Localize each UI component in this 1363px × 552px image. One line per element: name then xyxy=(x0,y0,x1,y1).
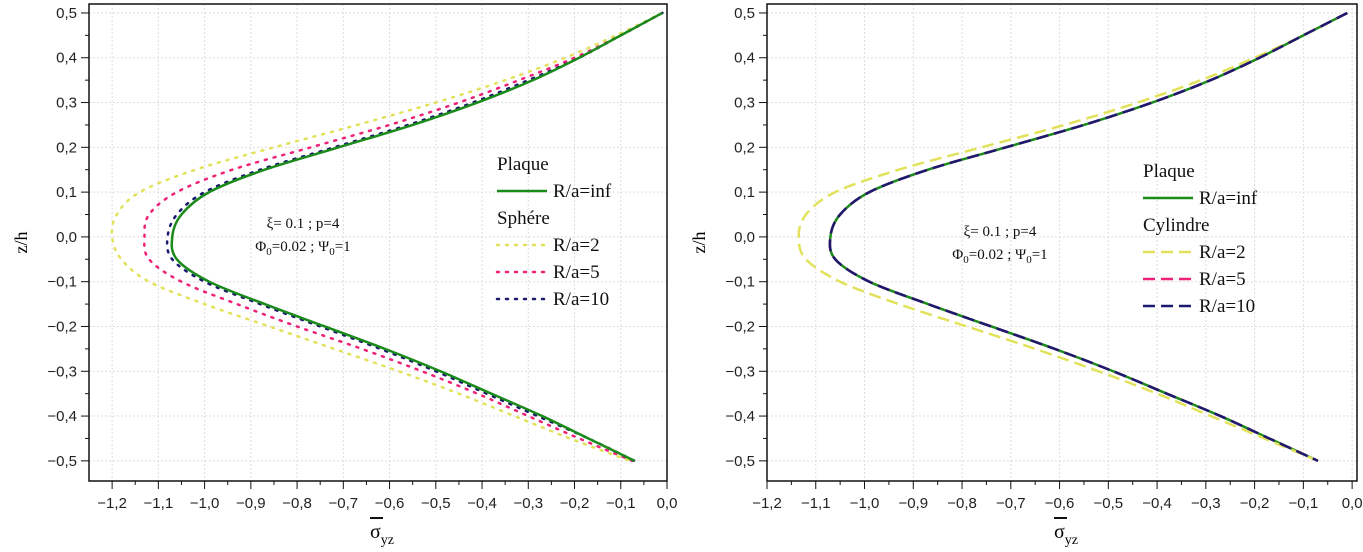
y-tick-label: −0,1 xyxy=(47,274,77,291)
legend-label: R/a=inf xyxy=(1199,188,1258,209)
y-tick-label: −0,4 xyxy=(725,408,755,425)
legend-label: R/a=10 xyxy=(553,289,609,310)
x-tick-label: −0,9 xyxy=(898,495,928,512)
y-tick-label: −0,2 xyxy=(47,318,77,335)
legend-label: R/a=5 xyxy=(1199,269,1246,290)
y-tick-label: −0,4 xyxy=(47,408,77,425)
series-line-r-a-2 xyxy=(797,11,1348,462)
y-tick-label: 0,1 xyxy=(734,184,755,201)
legend-label: R/a=5 xyxy=(553,262,600,283)
y-tick-label: 0,5 xyxy=(734,5,755,22)
x-tick-label: −1,2 xyxy=(752,495,782,512)
y-tick-label: −0,5 xyxy=(725,453,755,470)
legend-label: R/a=inf xyxy=(553,181,612,202)
x-tick-label: −0,8 xyxy=(947,495,977,512)
x-tick-label: −0,9 xyxy=(236,495,266,512)
annotation-line-1: ξ= 0.1 ; p=4 xyxy=(964,224,1037,240)
y-tick-label: −0,3 xyxy=(47,363,77,380)
y-axis-label: z/h xyxy=(689,232,709,254)
x-tick-label: −0,7 xyxy=(996,495,1026,512)
annotation-line-2: Φ0=0.02 ; Ψ0=1 xyxy=(255,239,350,258)
x-tick-label: −0,3 xyxy=(1191,495,1221,512)
x-tick-label: 0,0 xyxy=(1342,495,1363,512)
y-tick-label: 0,4 xyxy=(56,50,77,67)
legend-group-title: Sphére xyxy=(497,208,550,229)
x-tick-label: 0,0 xyxy=(657,495,678,512)
x-tick-label: −0,2 xyxy=(560,495,590,512)
legend-group-title: Plaque xyxy=(497,154,549,175)
series-line-r-a-10 xyxy=(165,11,664,463)
plot-frame xyxy=(88,3,668,482)
y-tick-label: −0,3 xyxy=(725,363,755,380)
y-tick-label: 0,3 xyxy=(734,95,755,112)
annotation-line-2: Φ0=0.02 ; Ψ0=1 xyxy=(952,247,1047,266)
x-axis-label-subscript: yz xyxy=(1065,533,1078,548)
x-tick-label: −1,1 xyxy=(801,495,831,512)
y-tick-label: −0,5 xyxy=(47,453,77,470)
series-line-r-a-inf xyxy=(828,11,1348,462)
x-tick-label: −0,3 xyxy=(513,495,543,512)
x-tick-label: −1,0 xyxy=(850,495,880,512)
annotation-line-1: ξ= 0.1 ; p=4 xyxy=(267,216,340,232)
x-tick-label: −0,4 xyxy=(1142,495,1172,512)
x-tick-label: −0,8 xyxy=(282,495,312,512)
plot-frame xyxy=(766,3,1358,482)
x-tick-label: −0,5 xyxy=(1094,495,1124,512)
x-tick-label: −0,4 xyxy=(467,495,497,512)
x-tick-label: −1,2 xyxy=(97,495,127,512)
x-tick-label: −0,6 xyxy=(375,495,405,512)
x-tick-label: −0,6 xyxy=(1045,495,1075,512)
y-tick-label: 0,1 xyxy=(56,184,77,201)
x-axis-label: σyz xyxy=(370,521,394,548)
y-tick-label: 0,5 xyxy=(56,5,77,22)
x-tick-label: −1,1 xyxy=(144,495,174,512)
chart-panel-left: −1,2 −1,1 −1,0 −0,9 −0,8 −0,7 −0,6 −0,5 −0,4 −0,3… xyxy=(11,3,678,548)
x-tick-label: −0,5 xyxy=(421,495,451,512)
y-tick-label: 0,2 xyxy=(734,139,755,156)
legend-group-title: Cylindre xyxy=(1143,215,1210,236)
x-tick-label: −1,0 xyxy=(190,495,220,512)
legend-label: R/a=2 xyxy=(1199,242,1246,263)
y-tick-label: 0,0 xyxy=(734,229,755,246)
x-tick-label: −0,1 xyxy=(1289,495,1319,512)
y-tick-label: 0,0 xyxy=(56,229,77,246)
x-axis-label-subscript: yz xyxy=(381,533,394,548)
series-line-r-a-2 xyxy=(110,11,664,463)
legend-label: R/a=2 xyxy=(553,235,600,256)
chart-panel-right: −1,2 −1,1 −1,0 −0,9 −0,8 −0,7 −0,6 −0,5 −0,4 −0,3… xyxy=(689,3,1363,548)
series-line-r-a-5 xyxy=(143,11,664,463)
legend-label: R/a=10 xyxy=(1199,296,1255,317)
y-tick-label: −0,2 xyxy=(725,318,755,335)
y-axis-label: z/h xyxy=(11,232,31,254)
x-axis-label: σyz xyxy=(1054,521,1078,548)
y-tick-label: 0,2 xyxy=(56,139,77,156)
y-tick-label: 0,3 xyxy=(56,95,77,112)
series-line-r-a-inf xyxy=(170,11,663,462)
x-tick-label: −0,1 xyxy=(606,495,636,512)
y-tick-label: 0,4 xyxy=(734,50,755,67)
legend-group-title: Plaque xyxy=(1143,161,1195,182)
y-tick-label: −0,1 xyxy=(725,274,755,291)
x-tick-label: −0,7 xyxy=(329,495,359,512)
x-tick-label: −0,2 xyxy=(1240,495,1270,512)
